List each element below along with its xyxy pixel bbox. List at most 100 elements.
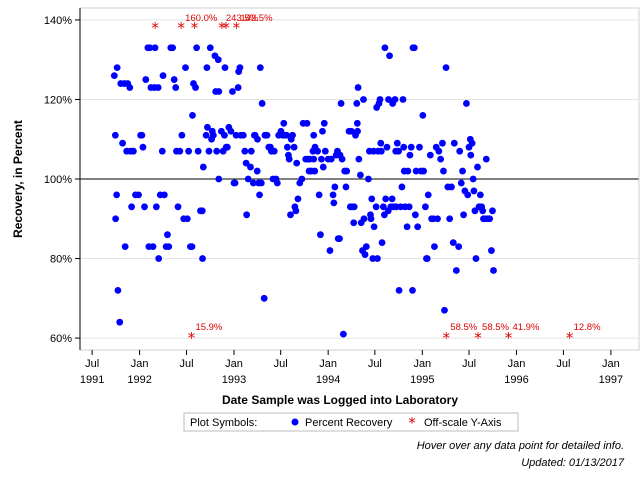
data-point[interactable]: 1993-12-02: 86%: [317, 231, 324, 239]
data-point[interactable]: 1992-01-20: 93%: [141, 203, 148, 211]
data-point[interactable]: 1991-10-27: 109%: [119, 139, 126, 147]
data-point[interactable]: 1993-08-22: 108%: [290, 143, 298, 151]
offscale-star-icon[interactable]: *: [151, 19, 159, 37]
data-point[interactable]: 1992-03-29: 107%: [158, 147, 166, 155]
data-point[interactable]: 1995-05-13: 77%: [452, 267, 460, 274]
data-point[interactable]: 1992-11-01: 130%: [214, 56, 222, 64]
data-point[interactable]: 1995-09-06: 105%: [482, 155, 490, 163]
data-point[interactable]: 1994-09-26: 109%: [393, 139, 401, 147]
data-point[interactable]: 1994-08-12: 95%: [382, 195, 390, 203]
data-point[interactable]: 1994-01-08: 82%: [326, 247, 334, 254]
data-point[interactable]: 1995-05-05: 109%: [450, 139, 458, 147]
offscale-star-icon[interactable]: *: [443, 329, 451, 347]
data-point[interactable]: 1994-04-24: 114%: [353, 119, 361, 127]
data-point[interactable]: 1993-04-13: 128%: [256, 64, 264, 72]
data-point[interactable]: 1992-01-14: 108%: [139, 143, 147, 151]
data-point[interactable]: 1992-04-06: 96%: [160, 191, 168, 199]
data-point[interactable]: 1994-08-27: 131%: [386, 52, 393, 60]
data-point[interactable]: 1994-11-19: 108%: [407, 143, 415, 151]
data-point[interactable]: 1994-11-24: 72%: [409, 286, 416, 294]
data-point[interactable]: 1995-01-24: 96%: [424, 191, 432, 199]
data-point[interactable]: 1994-02-20: 119%: [337, 100, 345, 107]
data-point[interactable]: 1994-04-27: 123%: [354, 84, 362, 91]
data-point[interactable]: 1992-11-25: 111%: [221, 131, 228, 139]
data-point[interactable]: 1992-03-01: 133%: [151, 44, 159, 52]
data-point[interactable]: 1994-07-29: 84%: [378, 239, 386, 247]
data-point[interactable]: 1995-06-10: 91%: [460, 211, 467, 219]
data-point[interactable]: 1994-12-21: 108%: [416, 143, 423, 151]
data-point[interactable]: 1995-02-01: 106%: [426, 151, 434, 159]
data-point[interactable]: 1993-12-13: 103%: [319, 163, 327, 171]
data-point[interactable]: 1994-09-06: 95%: [388, 195, 396, 203]
data-point[interactable]: 1994-07-24: 109%: [377, 139, 385, 147]
offscale-star-icon[interactable]: *: [474, 329, 482, 347]
data-point[interactable]: 1993-12-17: 114%: [320, 119, 328, 127]
data-point[interactable]: 1992-04-18: 86%: [164, 231, 171, 239]
data-point[interactable]: 1992-10-26: 107%: [213, 147, 221, 155]
data-point[interactable]: 1994-05-06: 101%: [357, 171, 364, 179]
data-point[interactable]: 1993-12-10: 112%: [319, 127, 326, 135]
data-point[interactable]: 1993-01-05: 99%: [231, 179, 239, 187]
data-point[interactable]: 1995-01-03: 116%: [419, 111, 427, 119]
data-point[interactable]: 1992-09-15: 111%: [202, 131, 210, 139]
data-point[interactable]: 1992-07-24: 116%: [189, 111, 196, 119]
data-point[interactable]: 1993-03-09: 107%: [247, 147, 255, 155]
data-point[interactable]: 1993-04-01: 102%: [253, 167, 261, 175]
data-point[interactable]: 1992-04-01: 126%: [159, 72, 167, 80]
data-point[interactable]: 1994-02-24: 105%: [338, 155, 346, 163]
data-point[interactable]: 1992-09-26: 107%: [205, 147, 213, 155]
data-point[interactable]: 1994-06-06: 100%: [364, 175, 372, 183]
data-point[interactable]: 1993-02-12: 107%: [241, 147, 249, 155]
data-point[interactable]: 1994-04-25: 112%: [354, 127, 361, 135]
data-point[interactable]: 1994-07-06: 93%: [372, 203, 380, 211]
data-point[interactable]: 1992-06-27: 128%: [182, 64, 189, 72]
data-point[interactable]: 1991-12-08: 107%: [129, 147, 137, 155]
offscale-star-icon[interactable]: *: [218, 19, 226, 37]
data-point[interactable]: 1993-12-21: 107%: [321, 147, 329, 155]
data-point[interactable]: 1993-05-09: 111%: [263, 131, 271, 139]
data-point[interactable]: 1994-10-01: 107%: [395, 147, 402, 155]
data-point[interactable]: 1992-09-18: 128%: [203, 64, 211, 72]
data-point[interactable]: 1992-07-04: 90%: [183, 215, 191, 223]
data-point[interactable]: 1995-07-08: 106%: [467, 151, 475, 159]
data-point[interactable]: 1994-06-16: 90%: [367, 215, 375, 223]
data-point[interactable]: 1993-09-06: 95%: [294, 195, 302, 203]
data-point[interactable]: 1994-10-18: 120%: [399, 96, 407, 103]
data-point[interactable]: 1994-03-01: 61%: [339, 330, 347, 338]
data-point[interactable]: 1993-09-21: 100%: [298, 175, 306, 183]
data-point[interactable]: 1995-05-22: 83%: [455, 243, 463, 251]
data-point[interactable]: 1992-05-20: 123%: [172, 84, 180, 91]
data-point[interactable]: 1992-09-20: 113%: [204, 123, 211, 131]
data-point[interactable]: 1992-06-05: 107%: [176, 147, 184, 155]
offscale-star-icon[interactable]: *: [222, 19, 230, 37]
data-point[interactable]: 1992-03-15: 80%: [155, 255, 163, 262]
data-point[interactable]: 1994-07-21: 120%: [376, 96, 384, 103]
data-point[interactable]: 1991-10-09: 72%: [114, 286, 122, 294]
data-point[interactable]: 1993-11-27: 96%: [315, 191, 323, 199]
data-point[interactable]: 1994-12-08: 102%: [412, 167, 420, 175]
data-point[interactable]: 1994-03-14: 102%: [343, 167, 351, 175]
data-point[interactable]: 1994-02-14: 85%: [336, 235, 343, 243]
data-point[interactable]: 1991-09-30: 90%: [112, 215, 119, 223]
data-point[interactable]: 1994-11-11: 93%: [405, 203, 413, 211]
data-point[interactable]: 1993-04-02: 110%: [254, 135, 261, 143]
data-point[interactable]: 1992-02-10: 133%: [146, 44, 154, 52]
data-point[interactable]: 1993-01-24: 128%: [236, 64, 244, 72]
data-point[interactable]: 1992-02-22: 83%: [149, 243, 157, 251]
data-point[interactable]: 1994-01-27: 98%: [331, 183, 339, 191]
data-point[interactable]: 1994-01-23: 94%: [330, 199, 338, 207]
data-point[interactable]: 1994-04-10: 89%: [350, 219, 358, 227]
data-point[interactable]: 1993-03-17: 99%: [249, 179, 257, 187]
data-point[interactable]: 1992-04-23: 83%: [165, 243, 173, 251]
data-point[interactable]: 1994-04-22: 119%: [353, 100, 361, 107]
data-point[interactable]: 1991-10-06: 128%: [113, 64, 121, 72]
data-point[interactable]: 1992-08-05: 123%: [192, 84, 199, 91]
data-point[interactable]: 1995-08-23: 92%: [479, 207, 487, 215]
data-point[interactable]: 1995-07-17: 100%: [469, 175, 477, 183]
data-point[interactable]: 1995-07-13: 109%: [468, 139, 476, 147]
data-point[interactable]: 1995-05-26: 107%: [456, 147, 464, 155]
data-point[interactable]: 1992-09-01: 80%: [199, 255, 206, 262]
data-point[interactable]: 1993-04-28: 70%: [260, 294, 268, 302]
data-point[interactable]: 1995-09-19: 90%: [486, 215, 494, 223]
data-point[interactable]: 1994-11-03: 88%: [403, 223, 411, 231]
